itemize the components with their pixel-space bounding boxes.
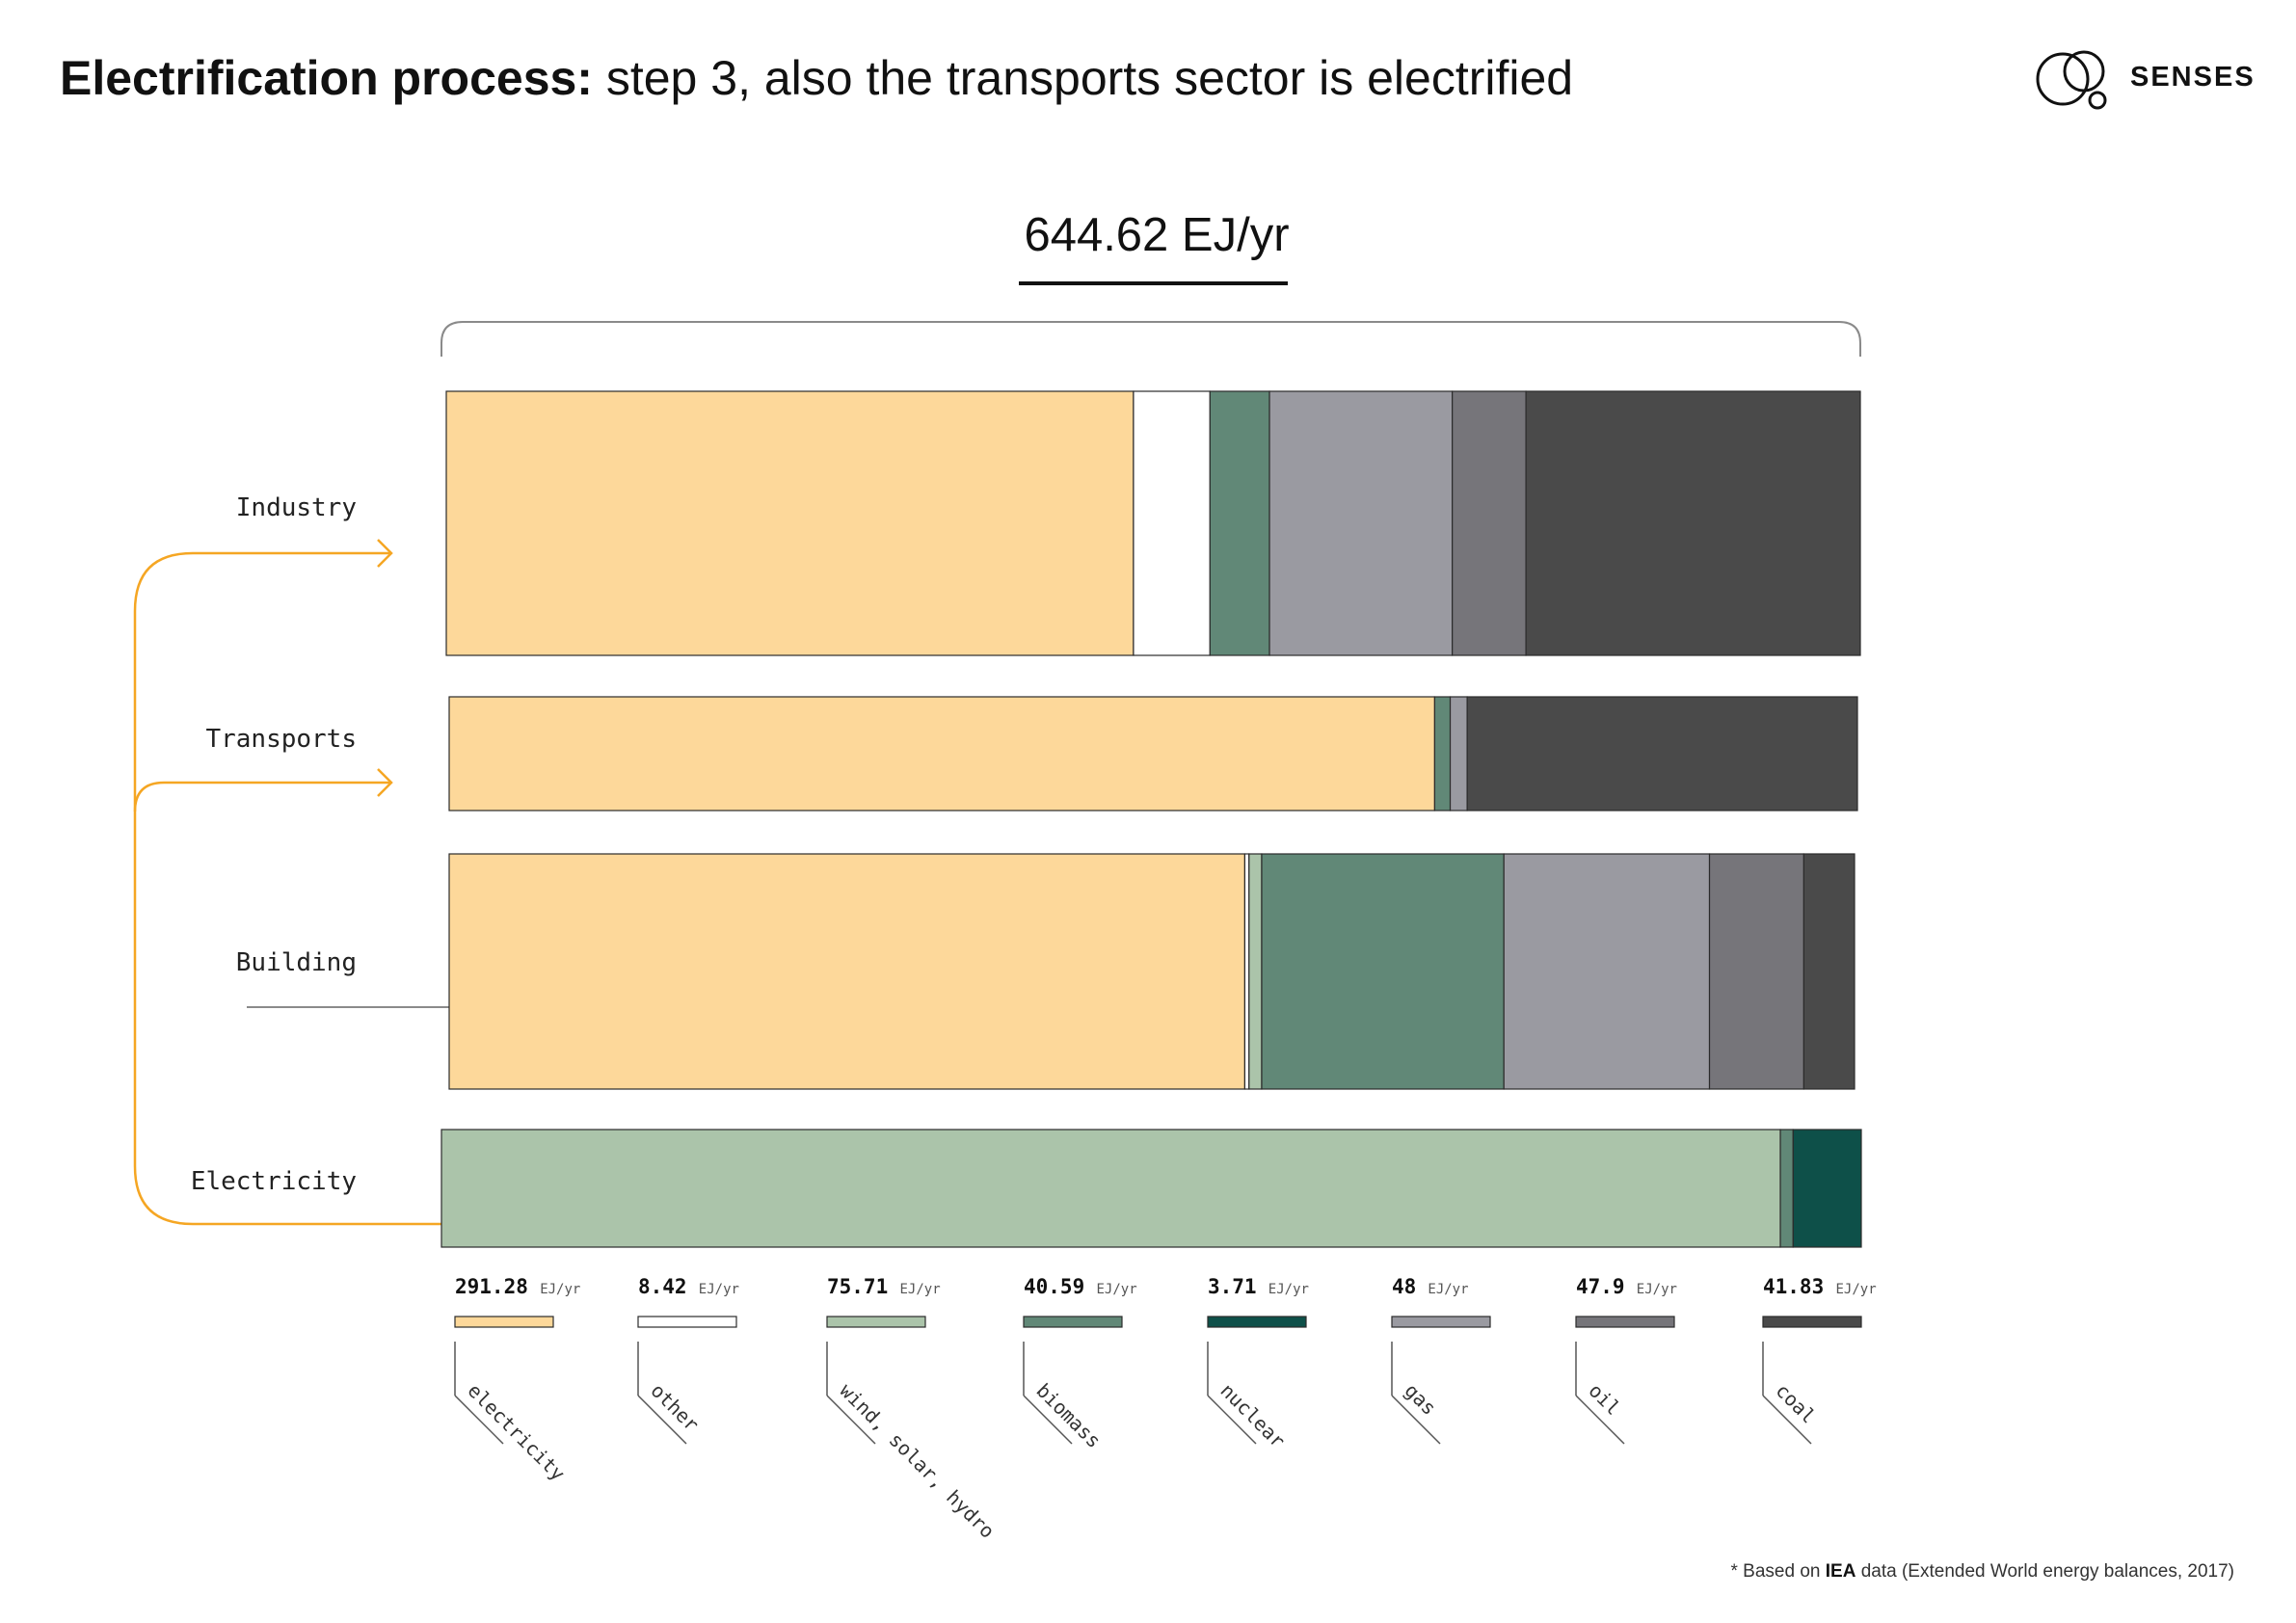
legend-leader-diagonal [1762, 1395, 1812, 1445]
category-label-electricity: Electricity [191, 1167, 357, 1196]
legend-swatch-other [637, 1316, 737, 1328]
chart-title: Electrification process: step 3, also th… [60, 50, 1573, 106]
bar-building-gas [1503, 853, 1711, 1090]
legend-value-other: 8.42 [638, 1275, 687, 1298]
bar-building-oil [1708, 853, 1805, 1090]
legend-leader-diagonal [826, 1395, 876, 1445]
legend-label-coal: coal [1771, 1379, 1820, 1428]
legend-swatch-coal [1762, 1316, 1862, 1328]
bar-building-other [1243, 853, 1250, 1090]
bar-electricity-nuclear [1792, 1129, 1862, 1248]
legend-unit-coal: EJ/yr [1836, 1282, 1877, 1297]
legend-item-electricity: 291.28 EJ/yr electricity [454, 1275, 580, 1486]
legend-item-coal: 41.83 EJ/yr coal [1762, 1275, 1877, 1445]
legend-label-other: other [646, 1379, 704, 1437]
legend-leader-diagonal [1023, 1395, 1073, 1445]
bar-transports-coal [1466, 696, 1858, 812]
legend-item-wind-solar-hydro: 75.71 EJ/yr wind, solar, hydro [826, 1275, 1000, 1543]
legend-leader-diagonal [1207, 1395, 1257, 1445]
legend-unit-biomass: EJ/yr [1097, 1282, 1137, 1297]
bar-industry-coal [1525, 390, 1861, 656]
source-footnote: * Based on IEA data (Extended World ener… [1731, 1561, 2235, 1583]
legend-value-nuclear: 3.71 [1208, 1275, 1257, 1298]
legend-unit-oil: EJ/yr [1637, 1282, 1677, 1297]
footnote-prefix: * Based on [1730, 1561, 1826, 1582]
bar-building-coal [1802, 853, 1855, 1090]
legend-label-electricity: electricity [463, 1379, 570, 1486]
legend-value-coal: 41.83 [1763, 1275, 1824, 1298]
legend-value-oil: 47.9 [1576, 1275, 1625, 1298]
electrification-arrow-transports [133, 781, 390, 812]
bar-building-wind-solar-hydro [1248, 853, 1263, 1090]
legend-label-wind-solar-hydro: wind, solar, hydro [835, 1379, 999, 1543]
footnote-source: IEA [1825, 1561, 1856, 1582]
title-subtitle: step 3, also the transports sector is el… [592, 51, 1574, 105]
total-bracket [441, 321, 1861, 357]
bar-transports-biomass [1433, 696, 1452, 812]
legend-item-other: 8.42 EJ/yr other [637, 1275, 739, 1445]
legend-value-electricity: 291.28 [455, 1275, 528, 1298]
bar-transports-electricity [448, 696, 1436, 812]
bar-building-electricity [448, 853, 1246, 1090]
category-label-industry: Industry [236, 493, 357, 522]
legend-unit-other: EJ/yr [699, 1282, 739, 1297]
bar-industry-biomass [1209, 390, 1270, 656]
legend-unit-gas: EJ/yr [1428, 1282, 1468, 1297]
legend-leader-diagonal [454, 1395, 504, 1445]
arrowhead-transports-icon [377, 768, 393, 797]
bar-building-biomass [1261, 853, 1505, 1090]
legend-unit-electricity: EJ/yr [540, 1282, 580, 1297]
logo-text: SENSES [2130, 62, 2256, 93]
legend-value-wind-solar-hydro: 75.71 [827, 1275, 888, 1298]
legend-label-gas: gas [1400, 1379, 1441, 1421]
legend-leader-diagonal [637, 1395, 687, 1445]
category-label-building: Building [236, 948, 357, 977]
legend-item-oil: 47.9 EJ/yr oil [1575, 1275, 1677, 1445]
legend-swatch-oil [1575, 1316, 1675, 1328]
bar-electricity-biomass [1779, 1129, 1794, 1248]
bar-industry-other [1133, 390, 1211, 656]
legend-swatch-electricity [454, 1316, 554, 1328]
legend-swatch-gas [1391, 1316, 1491, 1328]
legend-value-biomass: 40.59 [1024, 1275, 1084, 1298]
legend-unit-wind-solar-hydro: EJ/yr [900, 1282, 941, 1297]
legend-leader-diagonal [1391, 1395, 1441, 1445]
bar-transports-gas [1449, 696, 1468, 812]
legend-value-gas: 48 [1392, 1275, 1416, 1298]
bar-industry-oil [1452, 390, 1527, 656]
legend-swatch-biomass [1023, 1316, 1123, 1328]
footnote-suffix: data (Extended World energy balances, 20… [1855, 1561, 2234, 1582]
senses-logo-icon [2036, 50, 2107, 110]
legend-label-oil: oil [1584, 1379, 1625, 1421]
legend-swatch-wind-solar-hydro [826, 1316, 926, 1328]
title-bold: Electrification process: [60, 51, 593, 105]
bar-electricity-wind-solar-hydro [441, 1129, 1781, 1248]
legend-swatch-nuclear [1207, 1316, 1307, 1328]
total-energy-label: 644.62 EJ/yr [1024, 209, 1290, 261]
electrification-arrow-industry [133, 551, 441, 1226]
arrowhead-industry-icon [377, 539, 393, 568]
bar-industry-electricity [445, 390, 1135, 656]
legend-leader-diagonal [1575, 1395, 1625, 1445]
category-label-transports: Transports [205, 725, 357, 754]
bar-industry-gas [1268, 390, 1454, 656]
legend-unit-nuclear: EJ/yr [1268, 1282, 1309, 1297]
legend-item-gas: 48 EJ/yr gas [1391, 1275, 1491, 1445]
